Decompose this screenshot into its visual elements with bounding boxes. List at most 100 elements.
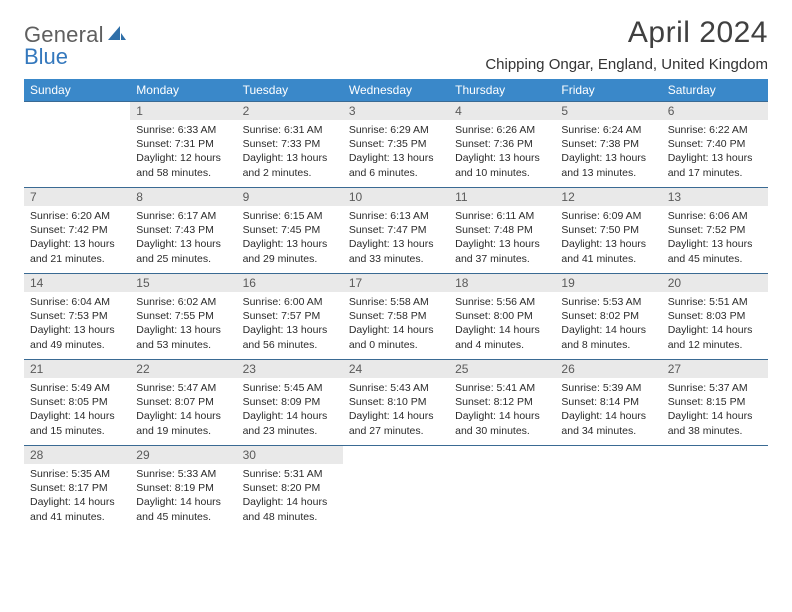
calendar-cell: 13Sunrise: 6:06 AMSunset: 7:52 PMDayligh… [662,188,768,274]
calendar-cell: 21Sunrise: 5:49 AMSunset: 8:05 PMDayligh… [24,360,130,446]
day-info: Sunrise: 5:47 AMSunset: 8:07 PMDaylight:… [130,378,236,442]
day-number: 16 [237,274,343,292]
day-info: Sunrise: 6:22 AMSunset: 7:40 PMDaylight:… [662,120,768,184]
day-info: Sunrise: 5:49 AMSunset: 8:05 PMDaylight:… [24,378,130,442]
calendar-cell: 14Sunrise: 6:04 AMSunset: 7:53 PMDayligh… [24,274,130,360]
day-number: 12 [555,188,661,206]
calendar-cell [555,446,661,532]
calendar-cell: 20Sunrise: 5:51 AMSunset: 8:03 PMDayligh… [662,274,768,360]
day-number: 26 [555,360,661,378]
day-number: 25 [449,360,555,378]
day-number: 27 [662,360,768,378]
day-number: 23 [237,360,343,378]
calendar-cell: 9Sunrise: 6:15 AMSunset: 7:45 PMDaylight… [237,188,343,274]
calendar-cell: 26Sunrise: 5:39 AMSunset: 8:14 PMDayligh… [555,360,661,446]
day-number: 1 [130,102,236,120]
day-number: 7 [24,188,130,206]
title-block: April 2024 Chipping Ongar, England, Unit… [485,16,768,73]
day-info: Sunrise: 6:09 AMSunset: 7:50 PMDaylight:… [555,206,661,270]
calendar-cell: 5Sunrise: 6:24 AMSunset: 7:38 PMDaylight… [555,102,661,188]
day-info: Sunrise: 6:04 AMSunset: 7:53 PMDaylight:… [24,292,130,356]
calendar-cell: 1Sunrise: 6:33 AMSunset: 7:31 PMDaylight… [130,102,236,188]
day-info: Sunrise: 6:13 AMSunset: 7:47 PMDaylight:… [343,206,449,270]
calendar-cell: 19Sunrise: 5:53 AMSunset: 8:02 PMDayligh… [555,274,661,360]
day-info: Sunrise: 6:11 AMSunset: 7:48 PMDaylight:… [449,206,555,270]
calendar-cell: 12Sunrise: 6:09 AMSunset: 7:50 PMDayligh… [555,188,661,274]
calendar-cell: 4Sunrise: 6:26 AMSunset: 7:36 PMDaylight… [449,102,555,188]
day-info: Sunrise: 6:29 AMSunset: 7:35 PMDaylight:… [343,120,449,184]
calendar-cell: 10Sunrise: 6:13 AMSunset: 7:47 PMDayligh… [343,188,449,274]
calendar-cell: 7Sunrise: 6:20 AMSunset: 7:42 PMDaylight… [24,188,130,274]
calendar-head: SundayMondayTuesdayWednesdayThursdayFrid… [24,79,768,102]
calendar-cell: 27Sunrise: 5:37 AMSunset: 8:15 PMDayligh… [662,360,768,446]
logo-sail-icon [104,22,128,48]
location-text: Chipping Ongar, England, United Kingdom [485,56,768,73]
day-info: Sunrise: 6:31 AMSunset: 7:33 PMDaylight:… [237,120,343,184]
calendar-body: 1Sunrise: 6:33 AMSunset: 7:31 PMDaylight… [24,102,768,532]
calendar-table: SundayMondayTuesdayWednesdayThursdayFrid… [24,79,768,532]
weekday-header: Sunday [24,79,130,102]
weekday-header: Thursday [449,79,555,102]
page-header: General April 2024 Chipping Ongar, Engla… [24,16,768,73]
calendar-cell: 30Sunrise: 5:31 AMSunset: 8:20 PMDayligh… [237,446,343,532]
day-info: Sunrise: 5:53 AMSunset: 8:02 PMDaylight:… [555,292,661,356]
day-info: Sunrise: 6:00 AMSunset: 7:57 PMDaylight:… [237,292,343,356]
day-info: Sunrise: 6:02 AMSunset: 7:55 PMDaylight:… [130,292,236,356]
day-info: Sunrise: 5:37 AMSunset: 8:15 PMDaylight:… [662,378,768,442]
day-info: Sunrise: 6:06 AMSunset: 7:52 PMDaylight:… [662,206,768,270]
day-info: Sunrise: 5:35 AMSunset: 8:17 PMDaylight:… [24,464,130,528]
day-info: Sunrise: 5:39 AMSunset: 8:14 PMDaylight:… [555,378,661,442]
day-number: 19 [555,274,661,292]
day-info: Sunrise: 6:24 AMSunset: 7:38 PMDaylight:… [555,120,661,184]
day-number: 11 [449,188,555,206]
calendar-cell: 23Sunrise: 5:45 AMSunset: 8:09 PMDayligh… [237,360,343,446]
brand-text-2: Blue [24,44,68,70]
calendar-cell: 16Sunrise: 6:00 AMSunset: 7:57 PMDayligh… [237,274,343,360]
calendar-cell: 8Sunrise: 6:17 AMSunset: 7:43 PMDaylight… [130,188,236,274]
day-number: 13 [662,188,768,206]
day-number: 22 [130,360,236,378]
calendar-cell: 17Sunrise: 5:58 AMSunset: 7:58 PMDayligh… [343,274,449,360]
day-info: Sunrise: 6:17 AMSunset: 7:43 PMDaylight:… [130,206,236,270]
weekday-header: Tuesday [237,79,343,102]
calendar-cell: 29Sunrise: 5:33 AMSunset: 8:19 PMDayligh… [130,446,236,532]
calendar-cell: 11Sunrise: 6:11 AMSunset: 7:48 PMDayligh… [449,188,555,274]
day-number: 6 [662,102,768,120]
calendar-cell: 28Sunrise: 5:35 AMSunset: 8:17 PMDayligh… [24,446,130,532]
day-number: 3 [343,102,449,120]
day-number: 9 [237,188,343,206]
day-number: 18 [449,274,555,292]
calendar-cell [662,446,768,532]
day-info: Sunrise: 5:41 AMSunset: 8:12 PMDaylight:… [449,378,555,442]
day-number: 28 [24,446,130,464]
day-number: 2 [237,102,343,120]
day-info: Sunrise: 5:45 AMSunset: 8:09 PMDaylight:… [237,378,343,442]
calendar-cell: 15Sunrise: 6:02 AMSunset: 7:55 PMDayligh… [130,274,236,360]
day-number: 14 [24,274,130,292]
day-number: 20 [662,274,768,292]
day-number: 8 [130,188,236,206]
calendar-cell: 18Sunrise: 5:56 AMSunset: 8:00 PMDayligh… [449,274,555,360]
day-info: Sunrise: 5:33 AMSunset: 8:19 PMDaylight:… [130,464,236,528]
day-info: Sunrise: 5:43 AMSunset: 8:10 PMDaylight:… [343,378,449,442]
day-number: 29 [130,446,236,464]
day-number: 30 [237,446,343,464]
month-title: April 2024 [485,16,768,50]
day-info: Sunrise: 6:20 AMSunset: 7:42 PMDaylight:… [24,206,130,270]
calendar-cell: 22Sunrise: 5:47 AMSunset: 8:07 PMDayligh… [130,360,236,446]
calendar-cell: 24Sunrise: 5:43 AMSunset: 8:10 PMDayligh… [343,360,449,446]
day-number: 24 [343,360,449,378]
day-number: 15 [130,274,236,292]
day-info: Sunrise: 5:56 AMSunset: 8:00 PMDaylight:… [449,292,555,356]
calendar-cell: 6Sunrise: 6:22 AMSunset: 7:40 PMDaylight… [662,102,768,188]
day-info: Sunrise: 5:31 AMSunset: 8:20 PMDaylight:… [237,464,343,528]
day-info: Sunrise: 5:51 AMSunset: 8:03 PMDaylight:… [662,292,768,356]
weekday-header: Saturday [662,79,768,102]
calendar-cell: 25Sunrise: 5:41 AMSunset: 8:12 PMDayligh… [449,360,555,446]
day-number: 4 [449,102,555,120]
day-number: 10 [343,188,449,206]
calendar-cell [449,446,555,532]
day-number: 5 [555,102,661,120]
calendar-cell: 2Sunrise: 6:31 AMSunset: 7:33 PMDaylight… [237,102,343,188]
day-number: 21 [24,360,130,378]
